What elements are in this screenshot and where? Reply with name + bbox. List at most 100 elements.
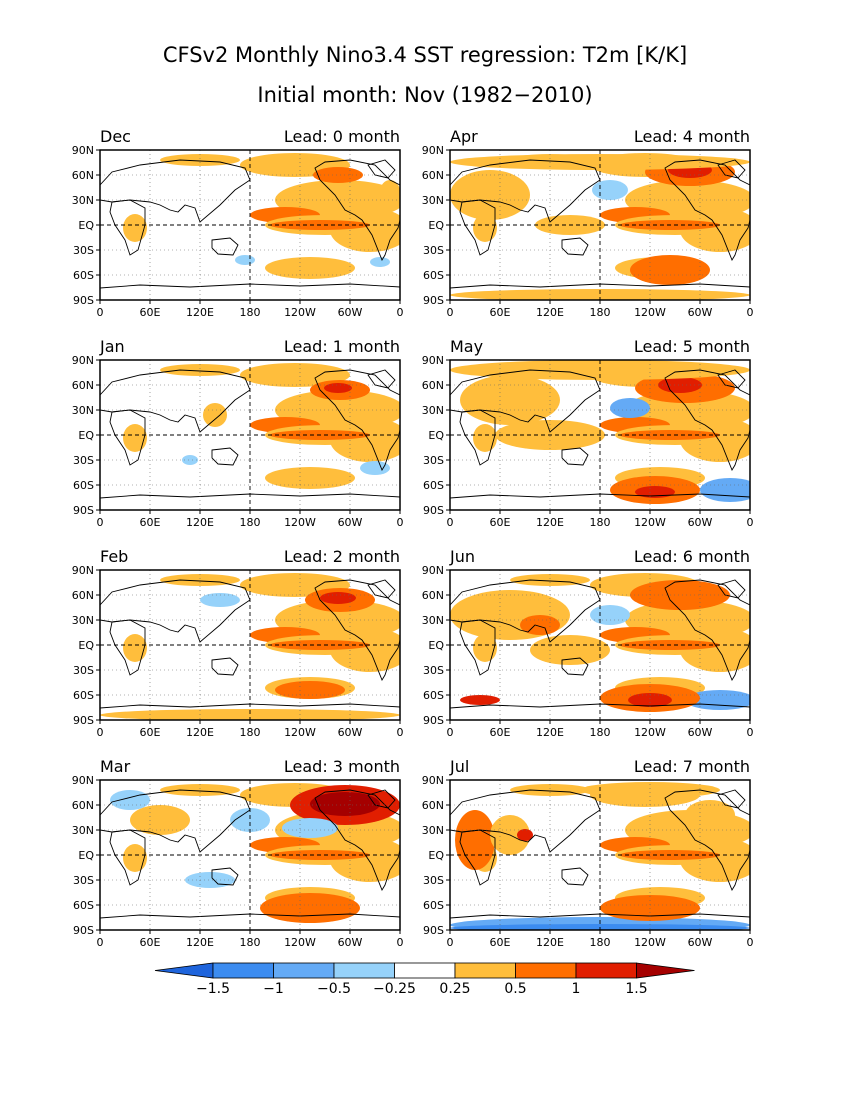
lon-tick-label: 180 (240, 516, 261, 529)
coastline (561, 657, 589, 676)
coastline (109, 619, 146, 676)
panel-month-label: May (450, 337, 483, 356)
lat-tick-label: 60S (423, 899, 444, 912)
figure-subtitle: Initial month: Nov (1982−2010) (257, 83, 592, 107)
colorbar-segment (333, 962, 395, 979)
coastline (367, 789, 396, 809)
lon-tick-label: 60W (338, 516, 363, 529)
colorbar-arrow-left (154, 962, 214, 979)
lat-tick-label: 60S (73, 269, 94, 282)
coastline (211, 447, 239, 466)
lon-tick-label: 180 (590, 726, 611, 739)
anomaly-region (460, 695, 500, 705)
anomaly-region (123, 634, 147, 662)
lat-tick-label: 60N (72, 589, 94, 602)
lon-tick-label: 120W (284, 936, 316, 949)
lon-tick-label: 60E (490, 936, 511, 949)
anomaly-region (123, 424, 147, 452)
lat-tick-label: 90S (73, 714, 94, 727)
coastline (717, 369, 746, 389)
lat-tick-label: 60N (422, 589, 444, 602)
lon-tick-label: 0 (447, 726, 454, 739)
colorbar-segment (575, 962, 637, 979)
lat-tick-label: 60N (72, 379, 94, 392)
lat-tick-label: 60N (72, 799, 94, 812)
lon-tick-label: 60W (688, 516, 713, 529)
panel-month-label: Jan (99, 337, 125, 356)
anomaly-region (473, 424, 497, 452)
anomaly-region (265, 257, 355, 279)
anomaly-region (275, 681, 345, 699)
anomaly-region (100, 709, 400, 720)
panel-lead-label: Lead: 5 month (634, 337, 750, 356)
colorbar-label: −1 (263, 981, 284, 997)
anomaly-region (450, 170, 530, 220)
panel-month-label: Dec (100, 127, 131, 146)
colorbar-label: 1 (572, 981, 581, 997)
lon-tick-label: 120E (536, 726, 564, 739)
lat-tick-label: 60N (422, 379, 444, 392)
lon-tick-label: 0 (447, 306, 454, 319)
lon-tick-label: 60E (140, 306, 161, 319)
coastline (314, 159, 400, 262)
lat-tick-label: 60S (423, 479, 444, 492)
anomaly-region (520, 615, 560, 635)
anomaly-region (592, 180, 628, 200)
lat-tick-label: 30S (73, 244, 94, 257)
lon-tick-label: 180 (590, 516, 611, 529)
anomaly-region (130, 805, 190, 835)
anomaly-region (460, 375, 560, 425)
lat-tick-label: 30S (73, 664, 94, 677)
panel-month-label: Apr (450, 127, 478, 146)
anomaly-region (658, 377, 702, 393)
anomaly-region (160, 574, 240, 586)
panel-lead-label: Lead: 7 month (634, 757, 750, 776)
anomaly-region (123, 844, 147, 872)
coastline (314, 579, 400, 682)
anomaly-region (473, 634, 497, 662)
anomaly-region (517, 829, 533, 841)
coastline (561, 867, 589, 886)
panel-month-label: Feb (100, 547, 128, 566)
colorbar-segment (394, 962, 456, 979)
lon-tick-label: 60W (688, 306, 713, 319)
panel-month-label: Jul (449, 757, 469, 776)
lat-tick-label: 30S (423, 244, 444, 257)
lat-tick-label: 60N (422, 799, 444, 812)
lat-tick-label: 90N (72, 774, 94, 787)
lat-tick-label: 90N (72, 564, 94, 577)
lon-tick-label: 120E (186, 516, 214, 529)
panel-lead-label: Lead: 4 month (634, 127, 750, 146)
coastline (211, 867, 239, 886)
panel-month-label: Jun (449, 547, 475, 566)
anomaly-region (182, 455, 198, 465)
lat-tick-label: 90N (72, 144, 94, 157)
lon-tick-label: 120W (634, 516, 666, 529)
lon-tick-label: 60E (490, 306, 511, 319)
lon-tick-label: 120W (634, 936, 666, 949)
anomaly-region (380, 180, 400, 204)
coastline (109, 199, 146, 256)
lat-tick-label: 60S (73, 899, 94, 912)
lat-tick-label: 30N (422, 614, 444, 627)
colorbar-arrow-right (636, 962, 695, 979)
colorbar-segment (515, 962, 577, 979)
lon-tick-label: 60E (490, 516, 511, 529)
anomaly-region (360, 461, 390, 475)
lat-tick-label: 90S (423, 504, 444, 517)
anomaly-region (628, 693, 672, 707)
lon-tick-label: 120W (284, 306, 316, 319)
lon-tick-label: 60E (140, 516, 161, 529)
lon-tick-label: 0 (747, 936, 754, 949)
anomaly-region (260, 893, 360, 923)
coastline (664, 579, 750, 682)
lat-tick-label: EQ (428, 429, 444, 442)
lon-tick-label: 0 (97, 306, 104, 319)
anomaly-region (455, 810, 495, 870)
lat-tick-label: 30N (422, 194, 444, 207)
anomaly-region (530, 635, 610, 665)
lat-tick-label: 90S (73, 504, 94, 517)
